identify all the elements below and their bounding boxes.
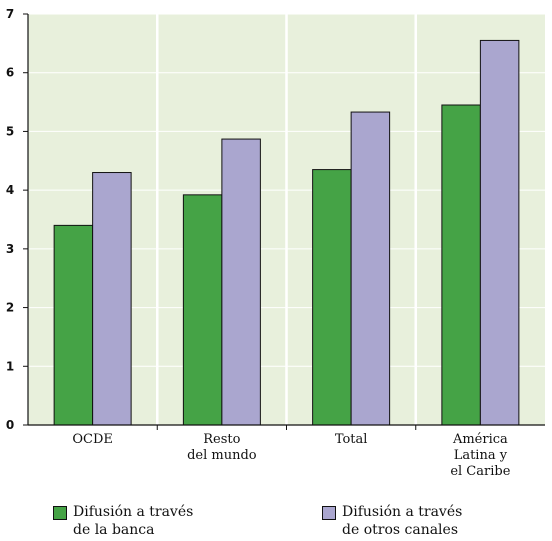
legend-item-otros-canales: Difusión a través de otros canales: [322, 503, 462, 539]
gridlines: [28, 13, 545, 425]
y-tick-label: 7: [6, 7, 14, 21]
y-tick-label: 0: [6, 418, 14, 432]
legend-label-banca: Difusión a través de la banca: [73, 504, 194, 538]
bar-banca-2: [312, 169, 352, 426]
y-tick-label: 2: [6, 301, 14, 315]
y-tick-label: 1: [6, 359, 14, 373]
x-category-label: OCDE: [72, 432, 113, 447]
bar-banca-1: [182, 194, 223, 426]
legend-swatch-banca: [53, 506, 67, 520]
axes: [23, 13, 545, 430]
legend-item-banca: Difusión a través de la banca: [53, 503, 193, 539]
x-category-label: Total: [335, 432, 368, 447]
y-tick-label: 4: [6, 183, 14, 197]
x-category-label: Resto del mundo: [187, 432, 257, 463]
bar-banca-0: [53, 224, 94, 426]
x-category-label-line: América: [452, 432, 508, 447]
y-tick-label: 5: [6, 124, 14, 138]
bars: [53, 39, 520, 426]
legend-swatch-otros-canales: [322, 506, 336, 520]
y-tick-label: 3: [6, 242, 14, 256]
x-category-label-line: el Caribe: [450, 464, 510, 479]
bar-banca-3: [441, 104, 481, 426]
y-tick-label: 6: [6, 66, 14, 80]
bar-otros-canales-3: [479, 39, 520, 426]
x-category-label-line: OCDE: [72, 432, 113, 447]
bar-otros-canales-2: [350, 111, 391, 426]
x-category-label-line: Latina y: [454, 448, 508, 463]
x-category-label: América Latina y el Caribe: [450, 432, 510, 479]
bar-otros-canales-1: [221, 138, 261, 426]
x-category-label-line: Total: [335, 432, 368, 447]
y-tick-labels: 0 1 2 3 4 5 6 7: [6, 7, 14, 432]
x-category-label-line: del mundo: [187, 448, 257, 463]
bar-chart: 0 1 2 3 4 5 6 7 OCDE Resto del mundo Total América L…: [6, 7, 545, 479]
x-category-labels: OCDE Resto del mundo Total América Latina y el…: [72, 432, 510, 479]
bar-otros-canales-0: [92, 172, 132, 426]
legend-label-otros-canales: Difusión a través de otros canales: [342, 504, 463, 538]
x-category-label-line: Resto: [203, 432, 240, 447]
